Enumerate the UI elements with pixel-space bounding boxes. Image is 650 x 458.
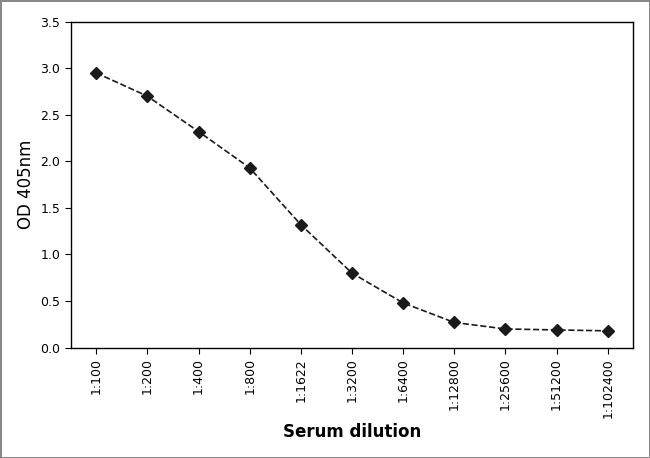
X-axis label: Serum dilution: Serum dilution bbox=[283, 423, 421, 442]
Y-axis label: OD 405nm: OD 405nm bbox=[17, 140, 34, 229]
